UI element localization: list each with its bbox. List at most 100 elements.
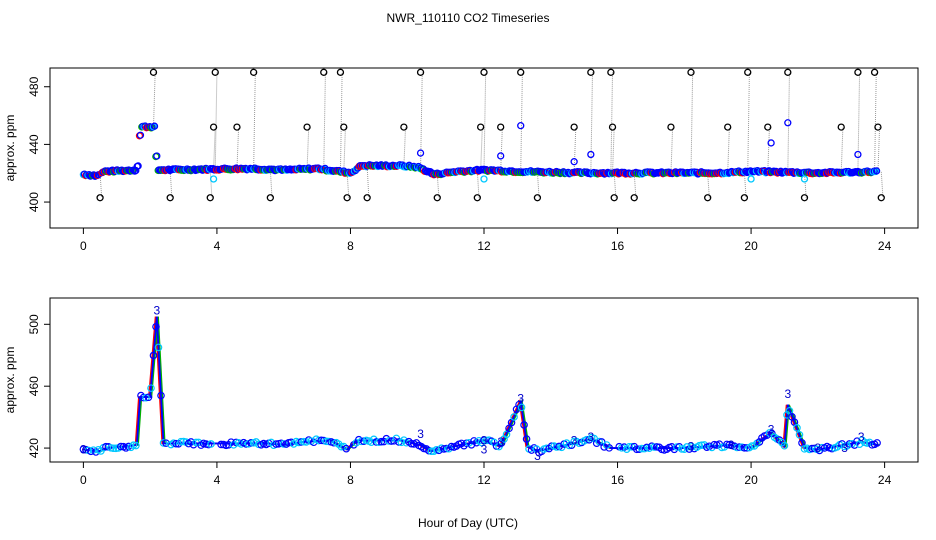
spike-connector — [803, 172, 807, 198]
point-label: 3 — [80, 443, 87, 457]
x-tick-label: 24 — [878, 473, 892, 487]
spike-connector — [767, 127, 770, 173]
spike-point — [608, 123, 617, 131]
spike-connector — [152, 72, 156, 128]
data-point — [299, 437, 308, 446]
data-point — [735, 443, 744, 451]
outlier-point — [854, 150, 862, 159]
spike-connector — [573, 127, 577, 174]
data-point — [152, 322, 160, 331]
data-point — [342, 444, 351, 453]
spike-point — [570, 123, 578, 131]
spike-point — [870, 68, 879, 76]
spike-connector — [727, 127, 730, 173]
spike-connector — [323, 72, 326, 170]
data-point — [247, 439, 255, 447]
data-point — [412, 439, 421, 447]
data-point — [625, 442, 634, 451]
data-point — [510, 413, 518, 421]
y-tick-label: 500 — [27, 314, 41, 334]
data-point — [522, 435, 531, 443]
point-label: 3 — [815, 441, 822, 455]
spike-point — [630, 194, 638, 202]
spike-connector — [747, 72, 750, 172]
spike-connector — [306, 127, 310, 170]
x-tick-label: 12 — [477, 239, 491, 253]
data-point — [582, 435, 591, 444]
data-point — [177, 437, 185, 446]
spike-connector — [633, 173, 637, 198]
data-point — [637, 444, 646, 453]
figure-title: NWR_110110 CO2 Timeseries — [387, 11, 550, 25]
spike-point — [416, 68, 425, 76]
spike-connector — [610, 72, 614, 174]
data-point — [289, 440, 298, 448]
data-point — [755, 438, 764, 446]
data-point — [317, 436, 326, 445]
data-point — [872, 167, 881, 175]
spike-point — [149, 68, 158, 76]
data-point — [102, 442, 110, 451]
point-label: 3 — [688, 440, 695, 454]
spike-connector — [209, 169, 213, 198]
data-point — [672, 443, 681, 451]
data-point — [136, 131, 145, 139]
data-point — [390, 437, 398, 445]
data-point — [154, 343, 163, 352]
x-tick-label: 4 — [214, 473, 221, 487]
point-label: 3 — [768, 423, 775, 437]
spike-point — [877, 194, 885, 202]
spike-point — [473, 194, 481, 202]
data-point — [139, 393, 148, 402]
data-point — [605, 444, 613, 452]
x-tick-label: 8 — [347, 239, 354, 253]
top-y-axis: 400 440 480 — [27, 76, 50, 212]
spike-connector — [520, 72, 523, 172]
spike-point — [233, 123, 241, 131]
data-point — [497, 439, 506, 447]
spike-connector — [214, 72, 218, 170]
spike-point — [480, 68, 488, 76]
spike-point — [800, 194, 809, 202]
data-point — [134, 162, 142, 170]
data-point — [159, 439, 168, 447]
data-point — [698, 441, 706, 449]
data-point — [482, 436, 491, 445]
spike-point — [96, 194, 104, 202]
spike-point — [744, 68, 752, 76]
spike-point — [209, 123, 218, 131]
outlier-point — [480, 175, 488, 183]
spike-point — [363, 194, 371, 202]
bottom-y-axis-label: approx. ppm — [3, 347, 17, 414]
y-tick-label: 420 — [27, 438, 41, 458]
spike-connector — [536, 172, 540, 198]
data-point — [850, 441, 859, 449]
spike-point — [517, 68, 525, 76]
spike-connector — [670, 127, 674, 174]
data-point — [144, 393, 153, 402]
point-label: 3 — [481, 433, 488, 447]
y-tick-label: 480 — [27, 76, 41, 96]
spike-point — [211, 68, 219, 76]
data-point — [480, 436, 488, 445]
outlier-point — [517, 122, 525, 130]
spike-point — [724, 123, 732, 131]
data-point — [845, 440, 854, 448]
data-point — [650, 443, 659, 451]
data-point — [117, 442, 125, 451]
outlier-point — [747, 175, 755, 183]
data-point — [785, 406, 794, 415]
spike-point — [433, 194, 441, 202]
outlier-point — [416, 149, 425, 157]
spike-point — [764, 123, 772, 131]
spike-point — [740, 194, 749, 202]
spike-point — [206, 194, 214, 202]
point-label: 3 — [784, 387, 791, 401]
spike-point — [497, 123, 505, 131]
spike-connector — [707, 173, 710, 198]
data-point — [818, 443, 826, 452]
point-label: 3 — [587, 430, 594, 444]
data-point — [547, 442, 556, 450]
spike-connector — [840, 127, 844, 173]
point-label: 3 — [841, 441, 848, 455]
